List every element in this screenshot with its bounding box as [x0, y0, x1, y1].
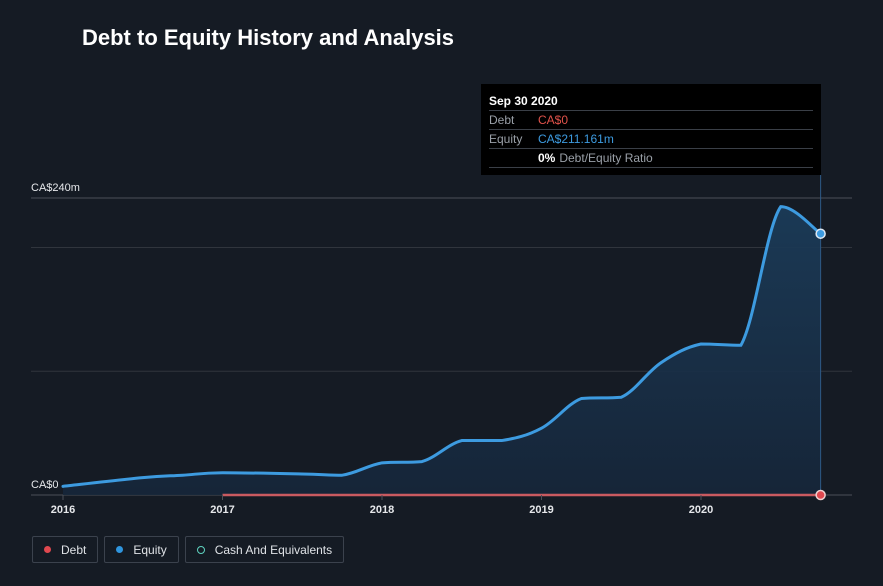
x-tick-label: 2018	[370, 504, 394, 516]
legend: Debt Equity Cash And Equivalents	[32, 536, 345, 563]
legend-label: Debt	[61, 542, 87, 557]
tooltip-date: Sep 30 2020	[489, 92, 813, 111]
legend-label: Equity	[133, 542, 167, 557]
legend-item-debt[interactable]: Debt	[32, 536, 99, 563]
x-tick-label: 2017	[210, 504, 234, 516]
tooltip-debt-value: CA$0	[538, 113, 569, 127]
tooltip-ratio-label: Debt/Equity Ratio	[559, 151, 653, 165]
tooltip-equity-label: Equity	[489, 132, 523, 146]
x-tick-label: 2020	[689, 504, 713, 516]
legend-item-cash[interactable]: Cash And Equivalents	[184, 536, 345, 563]
x-tick-label: 2016	[51, 504, 75, 516]
equity-area	[63, 206, 821, 495]
equity-line	[61, 205, 823, 488]
tooltip-ratio-row: 0% Debt/Equity Ratio	[489, 149, 813, 168]
y-tick-label: CA$0	[31, 479, 59, 491]
debt-dot-icon	[44, 546, 51, 553]
chart-title: Debt to Equity History and Analysis	[82, 25, 455, 50]
legend-item-equity[interactable]: Equity	[104, 536, 179, 563]
cash-hollow-dot-icon	[196, 545, 205, 554]
tooltip-equity-value: CA$211.161m	[538, 132, 614, 146]
tooltip-debt-label: Debt	[489, 113, 515, 127]
y-tick-label: CA$240m	[31, 182, 80, 194]
tooltip: Sep 30 2020 Debt CA$0 Equity CA$211.161m…	[481, 84, 821, 175]
debt-highlight-point	[815, 489, 826, 501]
equity-highlight-point	[815, 228, 826, 239]
x-tick-label: 2019	[529, 504, 553, 516]
tooltip-equity-row: Equity CA$211.161m	[489, 130, 813, 149]
equity-dot-icon	[116, 546, 124, 553]
tooltip-debt-row: Debt CA$0	[489, 111, 813, 130]
tooltip-ratio-value: 0%	[538, 151, 556, 165]
legend-label: Cash And Equivalents	[214, 542, 333, 557]
